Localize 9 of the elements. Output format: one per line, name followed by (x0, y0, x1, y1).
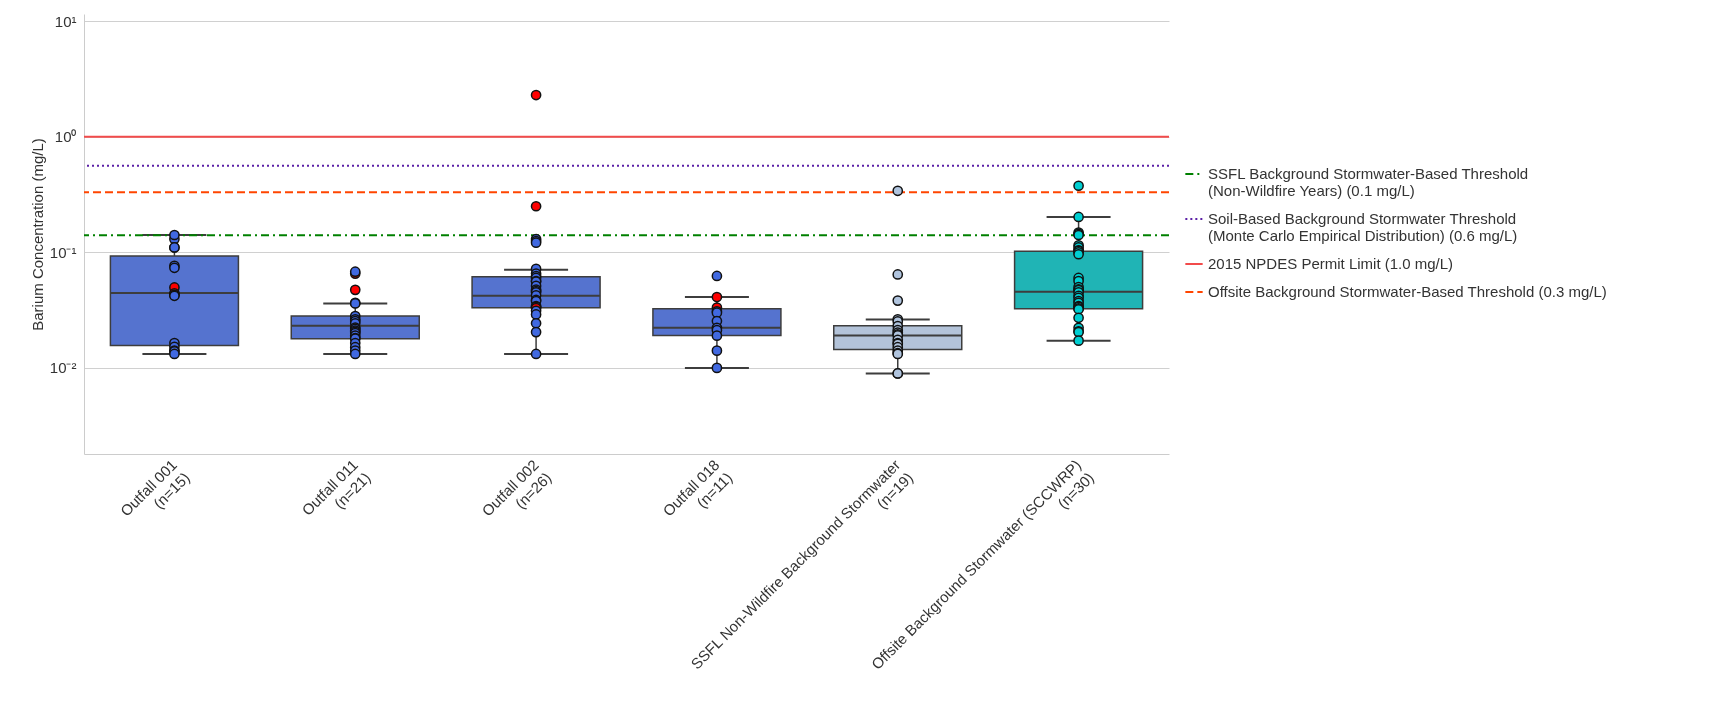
legend-label: SSFL Background Stormwater-Based Threshold (Non-Wildfire Years) (0.1 mg/L) (1208, 165, 1529, 199)
legend-label: Offsite Background Stormwater-Based Threshold (0.3 mg/L) (1208, 283, 1607, 300)
legend-label: 2015 NPDES Permit Limit (1.0 mg/L) (1208, 255, 1454, 272)
y-tick-label: 10⁰ (54, 128, 77, 146)
y-tick-label: 10¹ (54, 12, 77, 30)
y-tick-label: 10⁻¹ (49, 243, 77, 261)
y-axis-title: Barium Concentration (mg/L) (28, 138, 46, 331)
y-tick-label: 10⁻² (49, 359, 77, 377)
legend-label: Soil-Based Background Stormwater Threshold (Monte Carlo Empirical Distribution) (0.6 mg/L) (1208, 210, 1518, 244)
